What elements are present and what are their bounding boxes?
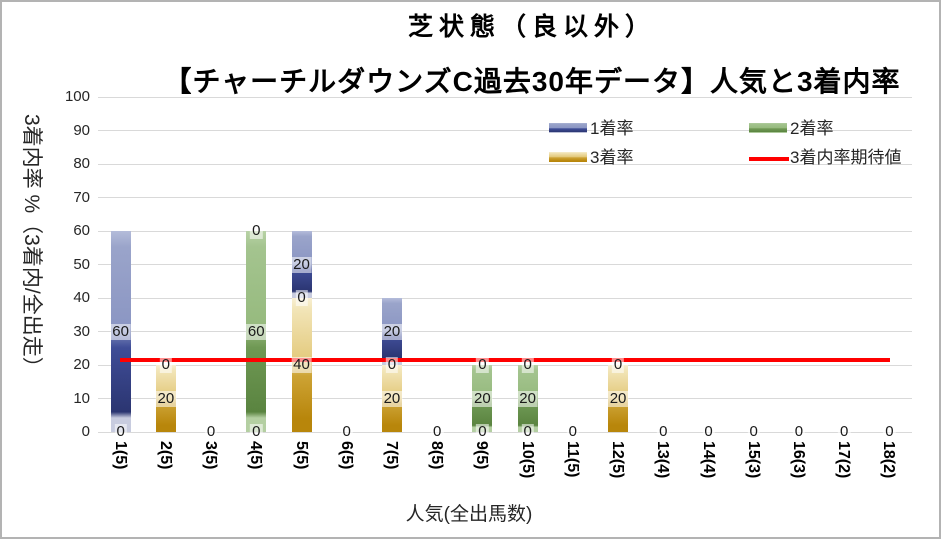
- data-label: 20: [517, 390, 538, 407]
- y-tick-label: 30: [73, 322, 90, 340]
- x-tick-label: 12(5): [609, 441, 627, 479]
- data-label: 60: [110, 323, 131, 340]
- chart-title: 芝状態（良以外） 【チャーチルダウンズC過去30年データ】人気と3着内率: [127, 2, 937, 100]
- y-tick-label: 0: [81, 423, 90, 440]
- data-label: 0: [430, 423, 444, 440]
- data-label: 0: [883, 423, 896, 440]
- legend-swatch-win2: [749, 123, 787, 133]
- data-label: 0: [702, 423, 715, 440]
- data-label: 0: [521, 423, 534, 440]
- gridline: [98, 130, 912, 131]
- data-label: 60: [245, 323, 267, 340]
- data-label: 0: [611, 356, 625, 373]
- data-label: 20: [291, 256, 312, 273]
- data-label: 0: [747, 423, 760, 440]
- y-tick-label: 20: [73, 356, 90, 373]
- data-label: 20: [155, 390, 177, 407]
- data-label: 0: [521, 356, 534, 373]
- gridline: [98, 398, 912, 399]
- y-tick-label: 50: [73, 255, 90, 273]
- x-tick-label: 9(5): [473, 441, 491, 470]
- gridline: [98, 96, 912, 98]
- x-tick-label: 6(5): [337, 441, 355, 470]
- legend-label-expected: 3着内率期待値: [790, 148, 902, 167]
- data-label: 20: [472, 390, 493, 407]
- data-label: 20: [381, 323, 403, 340]
- data-label: 20: [607, 390, 629, 407]
- x-tick-label: 13(4): [654, 441, 672, 479]
- y-tick-label: 10: [73, 389, 90, 407]
- x-tick-label: 8(5): [428, 441, 446, 470]
- gridline: [98, 264, 912, 265]
- y-tick-label: 80: [73, 155, 90, 172]
- data-label: 20: [381, 390, 403, 407]
- gridline: [98, 331, 912, 332]
- data-label: 0: [204, 423, 218, 440]
- legend-label-win3: 3着率: [590, 148, 634, 167]
- data-label: 0: [250, 423, 263, 440]
- data-label: 0: [657, 423, 670, 440]
- chart-title-line1: 芝状態（良以外）: [407, 13, 656, 41]
- x-tick-label: 16(3): [789, 441, 807, 479]
- x-tick-label: 2(5): [156, 441, 174, 470]
- x-tick-label: 11(5): [563, 441, 581, 478]
- data-label: 0: [250, 222, 263, 239]
- x-tick-label: 18(2): [880, 441, 898, 479]
- legend-swatch-win1: [549, 123, 587, 133]
- gridline: [98, 230, 912, 232]
- gridline: [98, 197, 912, 198]
- gridline: [98, 297, 912, 299]
- chart-title-line2: 【チャーチルダウンズC過去30年データ】人気と3着内率: [163, 66, 901, 97]
- data-label: 0: [340, 423, 353, 440]
- x-tick-label: 5(5): [292, 441, 310, 470]
- x-tick-label: 4(5): [247, 441, 265, 470]
- data-label: 0: [837, 423, 851, 440]
- data-label: 0: [295, 289, 308, 306]
- x-tick-label: 7(5): [382, 441, 400, 470]
- gridline: [98, 364, 912, 366]
- expected-value-line: [119, 357, 891, 362]
- y-tick-label: 70: [73, 188, 90, 206]
- legend-line-expected: [749, 157, 789, 161]
- x-tick-label: 14(4): [699, 441, 717, 479]
- x-tick-label: 3(5): [202, 441, 220, 470]
- x-tick-label: 17(2): [835, 441, 853, 479]
- legend-label-win1: 1着率: [590, 119, 634, 138]
- legend-swatch-win3: [549, 152, 587, 162]
- gridline: [98, 431, 912, 433]
- gridline: [98, 163, 912, 165]
- x-tick-label: 10(5): [518, 441, 536, 479]
- data-label: 40: [291, 356, 312, 373]
- data-label: 0: [159, 356, 172, 373]
- legend-label-win2: 2着率: [790, 119, 834, 138]
- data-label: 0: [566, 423, 579, 440]
- data-label: 0: [476, 356, 489, 373]
- y-tick-label: 100: [64, 88, 90, 105]
- data-label: 0: [476, 423, 489, 440]
- data-label: 0: [114, 423, 127, 440]
- x-axis-title: 人気(全出馬数): [405, 504, 533, 525]
- y-tick-label: 60: [73, 222, 90, 239]
- x-tick-label: 1(5): [111, 441, 129, 470]
- x-tick-label: 15(3): [744, 441, 762, 479]
- data-label: 0: [792, 423, 806, 440]
- y-tick-label: 90: [73, 121, 90, 139]
- y-tick-label: 40: [73, 289, 90, 306]
- data-label: 0: [385, 356, 399, 373]
